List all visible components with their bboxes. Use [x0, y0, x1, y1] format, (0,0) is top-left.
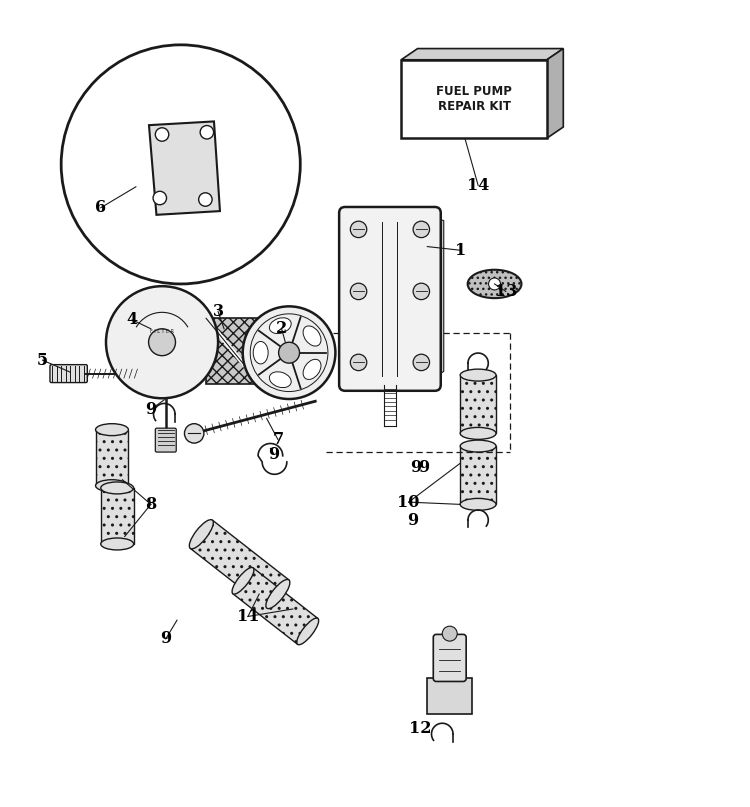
Text: 4: 4 [127, 312, 138, 328]
Text: 9: 9 [146, 401, 157, 418]
Text: 5: 5 [37, 352, 48, 369]
FancyBboxPatch shape [155, 429, 176, 452]
Circle shape [200, 126, 214, 139]
Bar [100, 488, 134, 544]
Ellipse shape [232, 567, 254, 594]
Text: FUEL PUMP
REPAIR KIT: FUEL PUMP REPAIR KIT [436, 85, 512, 113]
Text: 3: 3 [212, 303, 223, 320]
Text: 1: 1 [455, 242, 466, 259]
Circle shape [243, 307, 335, 399]
Text: 9: 9 [268, 445, 280, 462]
Circle shape [106, 286, 218, 399]
Ellipse shape [254, 341, 268, 364]
Bar [206, 318, 260, 384]
Bar [232, 568, 318, 644]
Text: 2: 2 [276, 320, 287, 337]
FancyBboxPatch shape [50, 365, 87, 383]
Bar [401, 60, 547, 138]
Text: 13: 13 [495, 283, 517, 300]
Circle shape [350, 283, 367, 299]
Ellipse shape [460, 369, 496, 381]
Circle shape [413, 354, 430, 370]
Polygon shape [435, 219, 444, 378]
Ellipse shape [269, 318, 291, 333]
Circle shape [488, 278, 500, 290]
Bar [427, 679, 472, 714]
Text: 9: 9 [410, 458, 422, 475]
Polygon shape [401, 48, 563, 60]
Circle shape [153, 191, 166, 205]
Text: 6: 6 [95, 199, 106, 216]
FancyBboxPatch shape [433, 634, 466, 681]
Text: 9: 9 [418, 458, 429, 475]
Ellipse shape [100, 538, 134, 550]
Bar [95, 429, 128, 486]
Ellipse shape [189, 520, 213, 549]
Circle shape [148, 328, 176, 356]
Ellipse shape [95, 424, 128, 436]
Text: 14: 14 [467, 177, 489, 194]
Ellipse shape [303, 359, 321, 379]
Text: 8: 8 [146, 495, 157, 513]
Ellipse shape [95, 479, 128, 491]
Text: F I L T E R: F I L T E R [150, 329, 174, 334]
Circle shape [62, 45, 300, 284]
Text: 11: 11 [237, 608, 260, 625]
Ellipse shape [269, 372, 291, 387]
FancyBboxPatch shape [339, 207, 441, 391]
Circle shape [278, 342, 299, 363]
Text: 9: 9 [160, 630, 171, 647]
Ellipse shape [460, 499, 496, 510]
Ellipse shape [303, 326, 321, 346]
Bar [460, 375, 496, 433]
Circle shape [199, 193, 212, 207]
Circle shape [184, 424, 204, 443]
Circle shape [350, 354, 367, 370]
Ellipse shape [460, 440, 496, 452]
Ellipse shape [100, 482, 134, 494]
Ellipse shape [460, 428, 496, 439]
Text: 9: 9 [406, 512, 418, 529]
Circle shape [413, 283, 430, 299]
Circle shape [155, 128, 169, 141]
Bar [460, 446, 496, 504]
Circle shape [350, 221, 367, 237]
Circle shape [442, 626, 458, 641]
Bar [190, 520, 289, 608]
Polygon shape [149, 121, 220, 215]
Text: 10: 10 [398, 494, 420, 511]
Text: 12: 12 [409, 720, 431, 737]
Ellipse shape [297, 618, 319, 645]
Ellipse shape [468, 270, 521, 298]
Circle shape [413, 221, 430, 237]
Text: 7: 7 [272, 431, 284, 448]
Ellipse shape [266, 579, 290, 608]
Polygon shape [547, 48, 563, 138]
